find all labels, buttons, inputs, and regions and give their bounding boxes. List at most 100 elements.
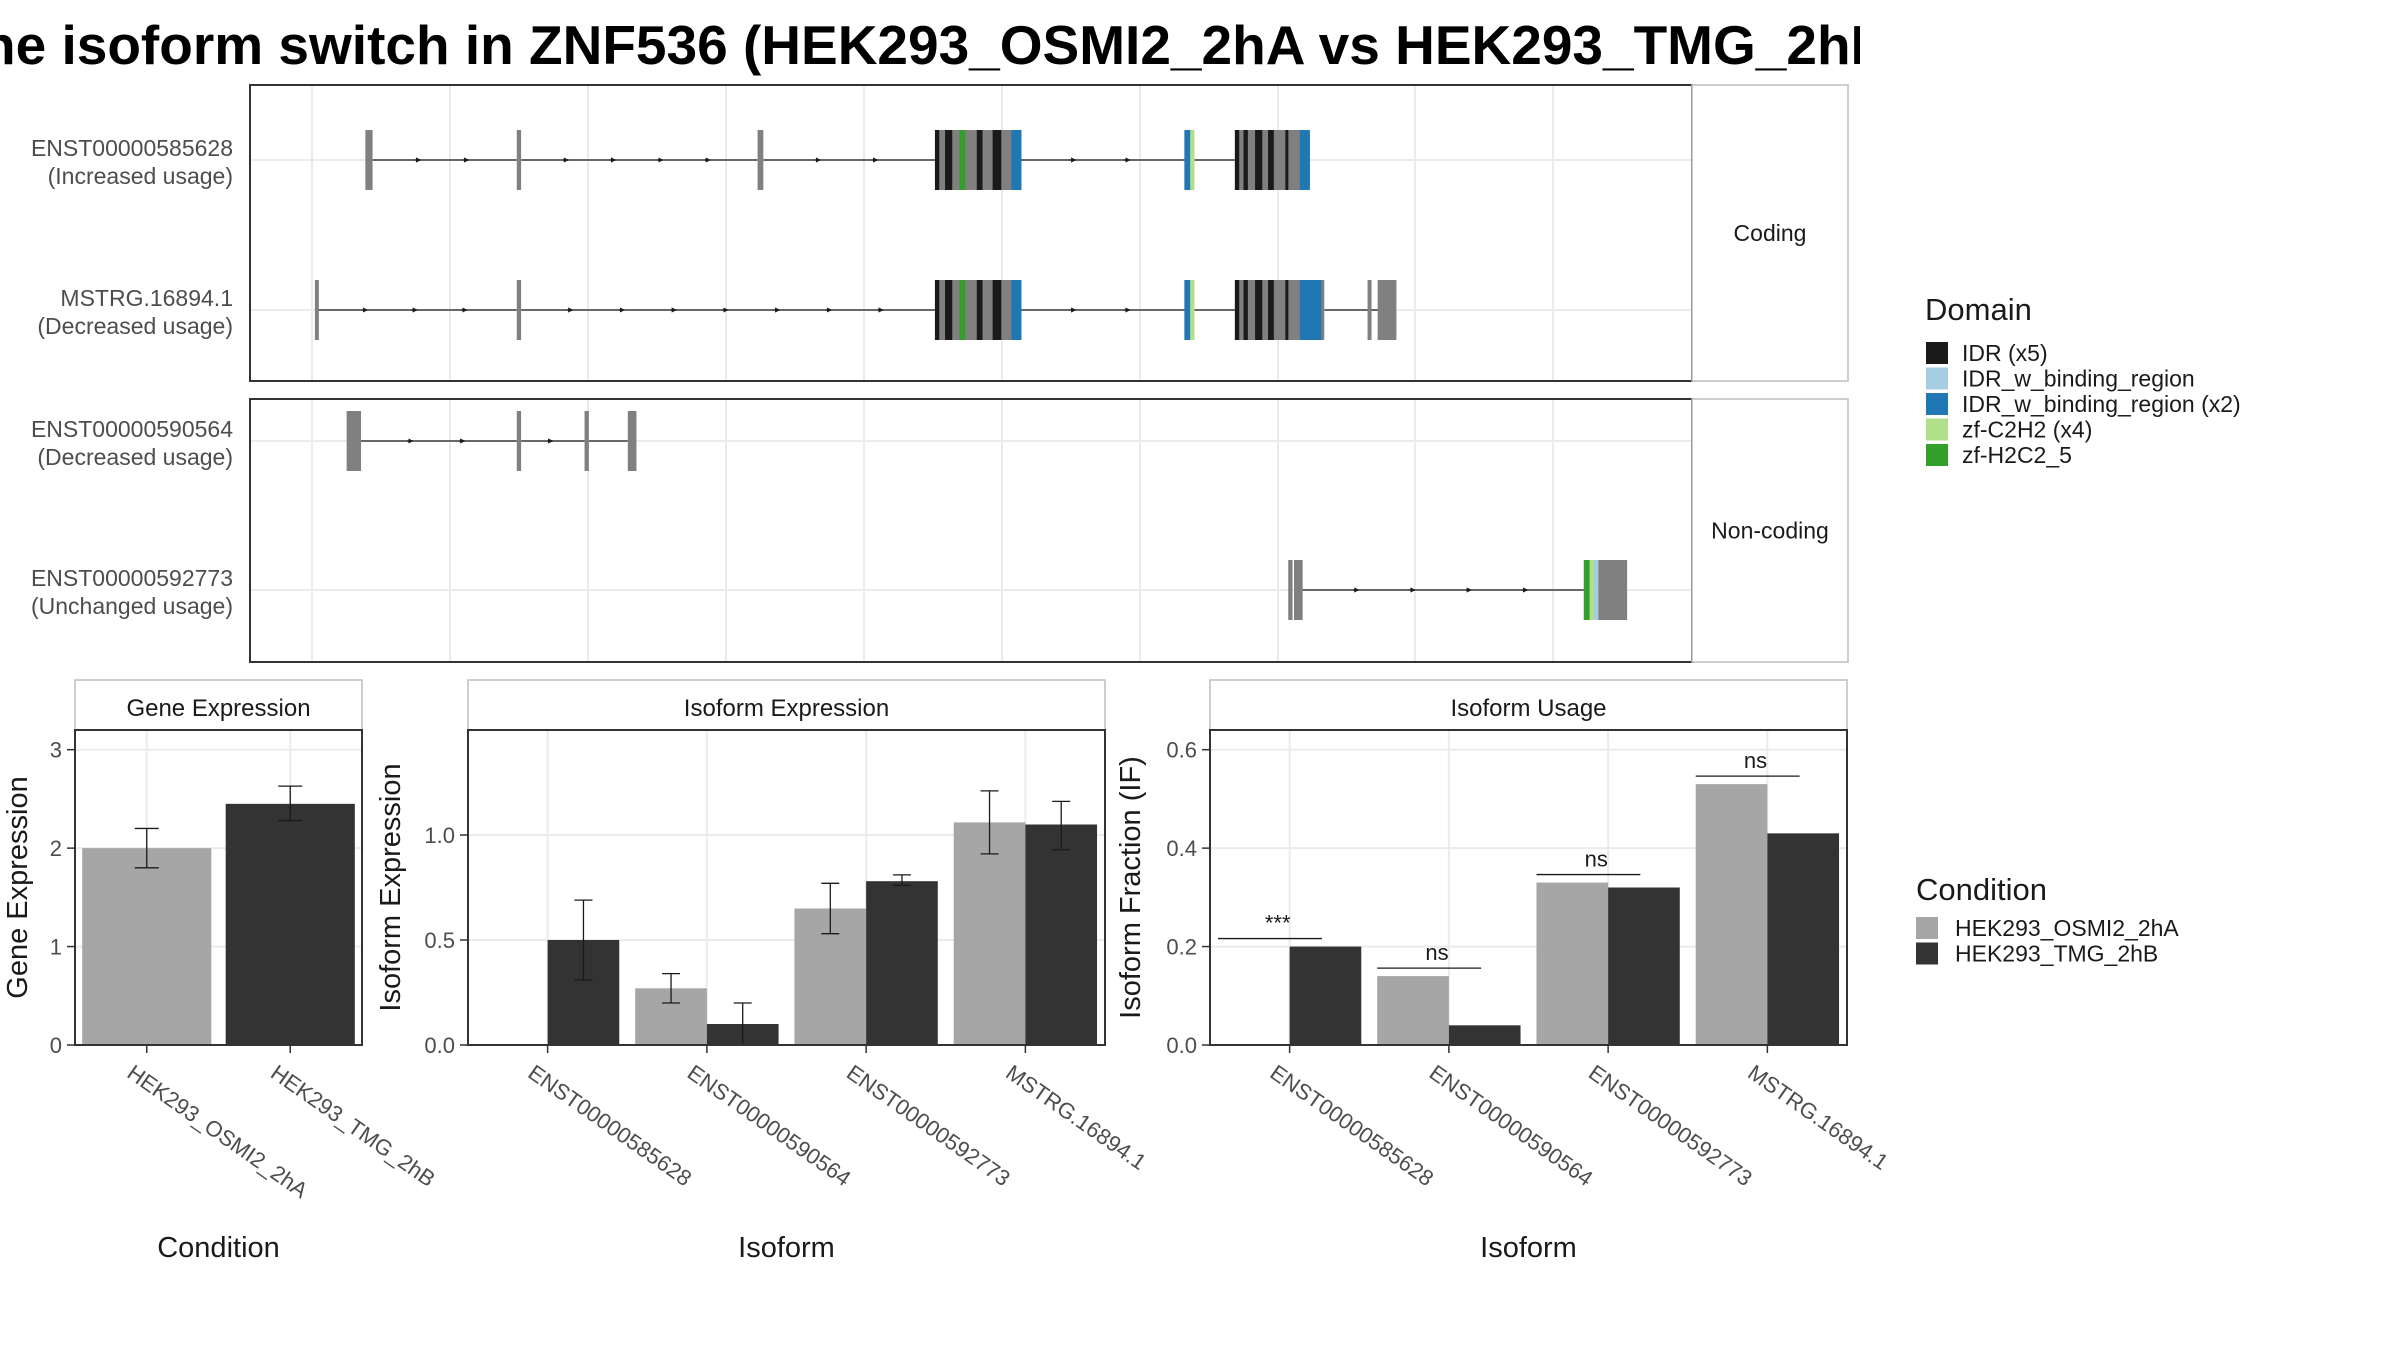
x-axis-title: Isoform (1480, 1232, 1577, 1264)
x-axis-title: Isoform (738, 1232, 835, 1264)
bar-hek293-osmi2-2ha-enst00000590564 (1377, 976, 1449, 1045)
exon-block (346, 411, 362, 471)
legend-swatch (1926, 367, 1948, 390)
legend-entry: HEK293_TMG_2hB (1955, 941, 2158, 967)
y-tick-label: 0.0 (424, 1033, 455, 1058)
isoform-id-label: MSTRG.16894.1 (60, 285, 233, 311)
domain-idr-x5 (1285, 280, 1289, 340)
domain-zf-h2c2-5 (959, 130, 966, 190)
isoform-usage-label: (Unchanged usage) (31, 593, 233, 619)
x-tick-label: ENST00000585628 (524, 1060, 697, 1191)
y-tick-label: 1.0 (424, 823, 455, 848)
y-axis-title: Gene Expression (2, 776, 34, 998)
domain-idr-x5 (934, 280, 940, 340)
x-tick-label: MSTRG.16894.1 (1001, 1060, 1151, 1175)
legend-swatch (1926, 393, 1948, 415)
exon-block (1367, 280, 1372, 340)
y-axis-title: Isoform Fraction (IF) (1115, 756, 1147, 1019)
significance-label: ns (1744, 748, 1767, 773)
domain-zf-c2h2-x4 (1190, 280, 1195, 340)
exon-block (314, 280, 319, 340)
y-tick-label: 0.6 (1166, 738, 1197, 763)
x-tick-label: ENST00000590564 (683, 1060, 856, 1191)
legend-swatch (1926, 418, 1948, 441)
bar-hek293-osmi2-2ha (82, 848, 212, 1045)
y-tick-label: 0.4 (1166, 836, 1197, 861)
x-tick-label: ENST00000585628 (1266, 1060, 1439, 1191)
exon-block (1377, 280, 1397, 340)
exon-block (516, 411, 522, 471)
domain-zf-h2c2-5 (959, 280, 966, 340)
facet-strip-label: Coding (1734, 220, 1807, 246)
legend-swatch (1916, 917, 1938, 939)
isoform-id-label: ENST00000592773 (31, 565, 233, 591)
chart-panel-border (74, 729, 363, 1046)
exon-block (1288, 560, 1293, 620)
bar-hek293-osmi2-2ha-mstrg-16894-1 (953, 822, 1026, 1045)
legend-entry: IDR_w_binding_region (1962, 366, 2195, 392)
significance-label: ns (1585, 847, 1608, 872)
legend-swatch (1926, 342, 1948, 364)
domain-idr-x5 (945, 280, 953, 340)
domain-idr-x5 (992, 130, 1002, 190)
legend-swatch (1916, 942, 1938, 965)
x-tick-label: ENST00000590564 (1425, 1060, 1598, 1191)
y-tick-label: 0.5 (424, 928, 455, 953)
isoform-usage-label: (Decreased usage) (37, 444, 233, 470)
exon-block (584, 411, 589, 471)
isoform-usage-label: (Increased usage) (48, 163, 233, 189)
bar-hek293-osmi2-2ha-enst00000592773 (1536, 882, 1609, 1045)
chart-panel-border (467, 729, 1106, 1046)
domain-idr-w-binding-region-x2 (1011, 280, 1022, 340)
bar-hek293-tmg-2hb-enst00000585628 (1289, 946, 1362, 1045)
domain-zf-c2h2-x4 (1589, 560, 1594, 620)
domain-idr-x5 (1243, 130, 1248, 190)
facet-strip (1209, 679, 1848, 731)
domain-idr-x5 (1255, 280, 1263, 340)
exon-block (516, 280, 522, 340)
domain-zf-h2c2-5 (1583, 560, 1590, 620)
domain-idr-w-binding-region-x2 (1184, 130, 1191, 190)
domain-legend-title: Domain (1925, 292, 2032, 327)
y-tick-label: 0.0 (1166, 1033, 1197, 1058)
y-tick-label: 0 (50, 1033, 62, 1058)
domain-idr-x5 (1243, 280, 1248, 340)
bar-hek293-osmi2-2ha-mstrg-16894-1 (1695, 784, 1768, 1045)
significance-label: *** (1265, 911, 1291, 936)
domain-idr-x5 (976, 130, 983, 190)
facet-strip (74, 679, 363, 731)
y-axis-title: Isoform Expression (375, 763, 407, 1011)
legend-entry: IDR_w_binding_region (x2) (1962, 391, 2241, 417)
chart-title: Isoform Usage (1450, 695, 1606, 722)
facet-strip (1691, 398, 1849, 663)
x-axis-title: Condition (157, 1232, 280, 1264)
domain-idr-x5 (1234, 280, 1240, 340)
exon-block (1598, 560, 1606, 620)
facet-strip (1691, 84, 1849, 382)
condition-legend-title: Condition (1916, 872, 2047, 907)
bar-hek293-tmg-2hb-enst00000590564 (1448, 1025, 1521, 1045)
legend-entry: zf-H2C2_5 (1962, 442, 2072, 468)
x-tick-label: MSTRG.16894.1 (1743, 1060, 1893, 1175)
bar-hek293-tmg-2hb-enst00000592773 (866, 881, 938, 1045)
legend-entry: HEK293_OSMI2_2hA (1955, 915, 2179, 941)
domain-idr-x5 (945, 130, 953, 190)
y-tick-label: 0.2 (1166, 935, 1197, 960)
page-title: he isoform switch in ZNF536 (HEK293_OSMI… (0, 14, 1860, 76)
exon-block (1605, 560, 1628, 620)
y-tick-label: 3 (50, 738, 62, 763)
legend-entry: zf-C2H2 (x4) (1962, 417, 2092, 443)
exon-block (365, 130, 373, 190)
chart-title: Isoform Expression (684, 695, 889, 722)
x-tick-label: ENST00000592773 (1584, 1060, 1757, 1191)
domain-idr-w-binding-region (1593, 560, 1599, 620)
domain-idr-x5 (976, 280, 983, 340)
x-tick-label: ENST00000592773 (842, 1060, 1015, 1191)
domain-idr-x5 (934, 130, 940, 190)
exon-block (757, 130, 764, 190)
domain-idr-x5 (1234, 130, 1240, 190)
facet-strip (467, 679, 1106, 731)
exon-block (627, 411, 637, 471)
domain-idr-x5 (1268, 130, 1274, 190)
